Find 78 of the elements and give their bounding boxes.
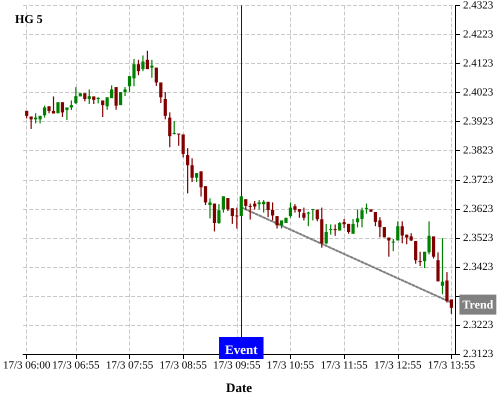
candlestick bbox=[396, 220, 400, 242]
candlestick bbox=[418, 251, 422, 267]
x-tick-label: 17/3 06:55 bbox=[52, 360, 100, 372]
candlestick bbox=[270, 202, 274, 222]
candlestick bbox=[132, 58, 136, 87]
candlestick bbox=[88, 88, 91, 105]
y-tick-label: 2.4223 bbox=[463, 28, 494, 41]
text: HG 5 bbox=[15, 12, 43, 26]
y-tick-label: 2.4323 bbox=[463, 0, 494, 12]
x-tick-label: 17/3 13:55 bbox=[428, 360, 476, 372]
candlestick bbox=[212, 202, 216, 232]
y-tick-label: 2.4123 bbox=[463, 58, 494, 70]
x-tick-label: 17/3 11:55 bbox=[320, 360, 368, 372]
candlestick bbox=[222, 196, 226, 214]
x-tick-label: 17/3 09:55 bbox=[213, 360, 261, 372]
candlestick bbox=[329, 224, 332, 236]
candlestick bbox=[190, 158, 194, 183]
candlestick bbox=[217, 204, 221, 224]
candlestick bbox=[387, 236, 390, 258]
y-tick-label: 2.3223 bbox=[463, 318, 494, 331]
candlestick bbox=[351, 218, 355, 234]
x-tick-label: 17/3 10:55 bbox=[266, 360, 315, 372]
candlestick bbox=[392, 238, 395, 252]
candlestick bbox=[432, 236, 436, 260]
candlestick bbox=[159, 82, 162, 104]
candlestick bbox=[302, 207, 306, 222]
x-tick-label: 17/3 06:00 bbox=[2, 360, 51, 372]
y-tick-label: 2.3723 bbox=[463, 174, 494, 186]
candlestick bbox=[436, 252, 440, 282]
candlestick bbox=[136, 59, 140, 76]
x-tick-label: 17/3 07:55 bbox=[106, 360, 154, 372]
candlestick bbox=[288, 202, 292, 218]
series-label: Trend bbox=[462, 298, 494, 312]
candlestick bbox=[374, 211, 378, 227]
y-tick-label: 2.3623 bbox=[463, 202, 494, 215]
y-tick-label: 2.3123 bbox=[463, 348, 494, 360]
candlestick bbox=[414, 240, 418, 264]
candlestick bbox=[30, 116, 33, 130]
candlestick bbox=[360, 207, 364, 228]
y-tick-label: 2.4023 bbox=[463, 86, 494, 99]
candlestick bbox=[364, 202, 368, 214]
candlestick bbox=[101, 100, 104, 118]
candlestick bbox=[168, 112, 172, 148]
candlestick bbox=[60, 102, 64, 118]
candlestick bbox=[177, 132, 180, 146]
candlestick bbox=[311, 208, 314, 222]
candlestick bbox=[34, 112, 38, 124]
candlestick bbox=[141, 54, 145, 72]
candlestick bbox=[146, 50, 150, 70]
y-tick-label: 2.3923 bbox=[463, 116, 494, 128]
candlestick bbox=[324, 223, 328, 245]
y-tick-label: 2.3823 bbox=[463, 144, 494, 157]
candlestick bbox=[172, 120, 176, 136]
candlestick bbox=[186, 147, 190, 194]
candlestick bbox=[182, 134, 185, 158]
candlestick bbox=[316, 209, 319, 222]
candlestick bbox=[440, 238, 444, 295]
ref-line-label: Event bbox=[225, 342, 258, 357]
candlestick bbox=[306, 211, 310, 227]
candlestick bbox=[266, 201, 270, 218]
candlestick bbox=[334, 224, 337, 236]
candlestick bbox=[154, 67, 158, 87]
x-tick-label: 17/3 12:55 bbox=[374, 360, 422, 372]
candlestick bbox=[96, 96, 100, 104]
candlestick bbox=[244, 198, 248, 210]
candlestick bbox=[164, 91, 167, 120]
candlestick bbox=[342, 218, 346, 229]
x-axis-title: Date bbox=[226, 380, 252, 395]
x-tick-label: 17/3 08:55 bbox=[159, 360, 208, 372]
candlestick bbox=[150, 59, 154, 78]
candlestick bbox=[114, 86, 118, 110]
candlestick bbox=[194, 172, 198, 183]
candlestick bbox=[118, 91, 122, 106]
candlestick bbox=[275, 215, 279, 230]
y-tick-label: 2.3423 bbox=[463, 260, 494, 273]
candlestick bbox=[70, 100, 73, 111]
candlestick bbox=[42, 105, 46, 118]
y-tick-label: 2.3523 bbox=[463, 232, 494, 244]
